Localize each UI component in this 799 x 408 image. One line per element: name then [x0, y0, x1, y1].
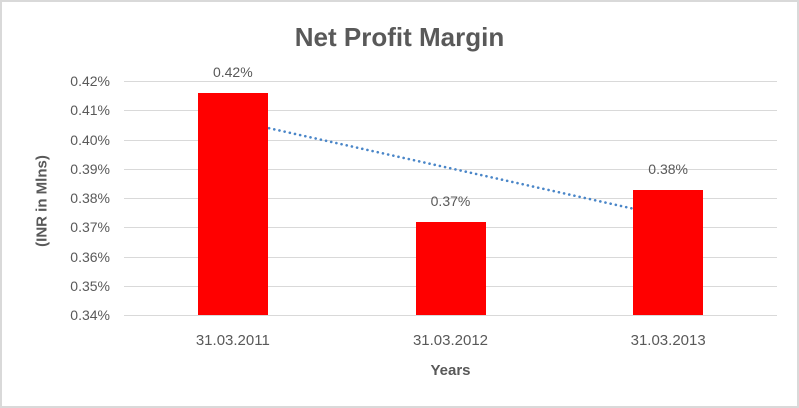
bar[interactable] — [415, 222, 486, 315]
y-tick-label: 0.40% — [70, 131, 110, 148]
y-tick-label: 0.38% — [70, 190, 110, 206]
bar-value-label: 0.38% — [648, 160, 688, 177]
y-tick-label: 0.35% — [70, 277, 110, 294]
y-tick-label: 0.42% — [70, 73, 110, 89]
y-tick-label: 0.36% — [70, 248, 110, 265]
bar-value-label: 0.37% — [430, 193, 471, 210]
bar-value-label: 0.42% — [212, 64, 253, 81]
gridline — [124, 81, 777, 82]
y-tick-label: 0.39% — [70, 160, 110, 177]
chart-title: Net Profit Margin — [294, 22, 505, 52]
x-axis-title: Years — [430, 362, 471, 379]
x-tick-label: 31.03.2013 — [630, 332, 706, 349]
y-tick-label: 0.41% — [70, 102, 110, 119]
x-tick-label: 31.03.2012 — [412, 332, 489, 349]
y-tick-label: 0.37% — [70, 219, 110, 236]
x-tick-label: 31.03.2011 — [195, 332, 270, 349]
y-tick-label: 0.34% — [70, 307, 110, 323]
bar[interactable] — [633, 189, 704, 315]
gridline — [124, 315, 777, 316]
gridline — [124, 110, 777, 112]
bar[interactable] — [197, 93, 268, 315]
